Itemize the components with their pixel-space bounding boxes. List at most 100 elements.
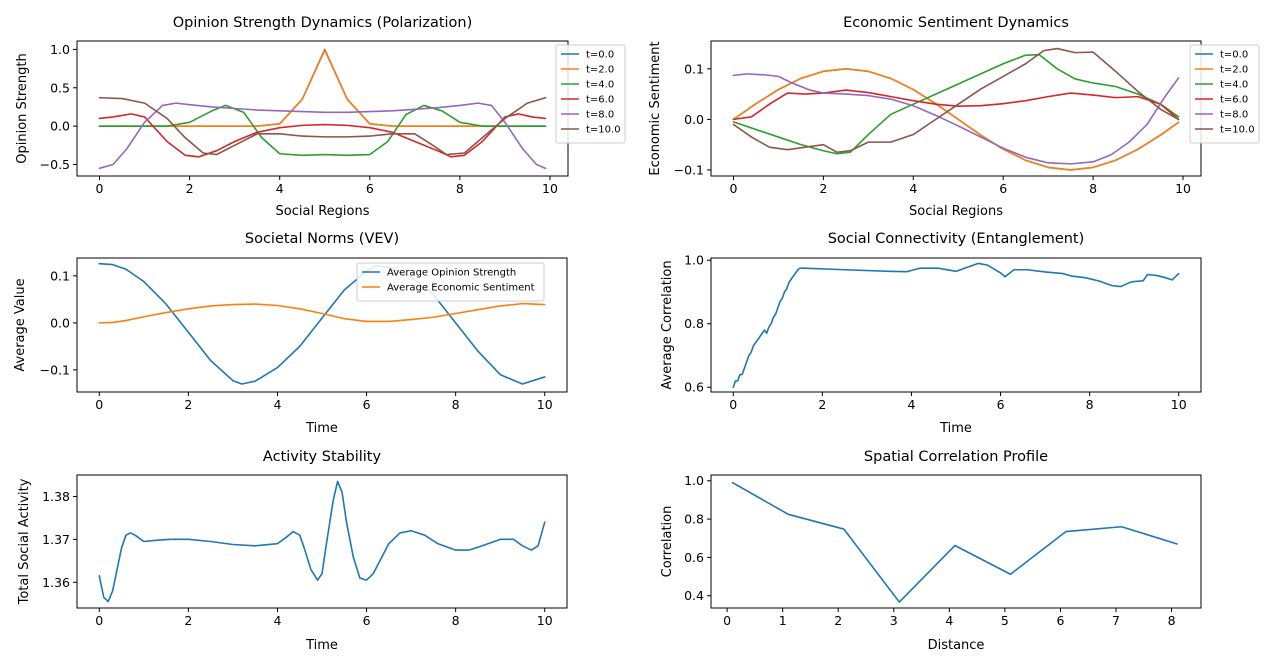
y-tick-label: 0.6 xyxy=(684,380,704,395)
y-tick-label: 0.8 xyxy=(684,316,704,331)
x-tick-label: 0 xyxy=(96,181,104,196)
x-tick-label: 8 xyxy=(452,613,460,628)
y-tick-label: 0.5 xyxy=(50,80,70,95)
panel-social-connectivity: 0 2 4 6 8 10 0.6 0.8 1.0 Social Connectivity (En… xyxy=(660,231,1202,436)
chart-title: Spatial Correlation Profile xyxy=(864,449,1048,465)
economic-legend: t=0.0 t=2.0 t=4.0 t=6.0 t=8.0 t=10.0 xyxy=(1189,44,1260,144)
x-tick-label: 10 xyxy=(1175,181,1191,196)
activity-ticks: 0 2 4 6 8 10 1.36 1.37 1.38 xyxy=(42,489,553,628)
x-axis-label: Distance xyxy=(928,638,985,653)
series-line-t-8-0 xyxy=(98,102,547,170)
panel-opinion-strength: 0 2 4 6 8 10 −0.5 0.0 0.5 1.0 Opinion Strength Dy… xyxy=(15,15,626,219)
legend-entry: t=8.0 xyxy=(1220,110,1248,121)
series-line-0 xyxy=(731,481,1178,603)
y-axis-label: Correlation xyxy=(660,506,675,578)
x-axis-label: Social Regions xyxy=(909,204,1003,219)
spatial-series-group xyxy=(731,481,1178,603)
spatial-ticks: 0 1 2 3 4 5 6 7 8 0.4 0.6 0.8 1.0 xyxy=(684,473,1175,628)
opinion-legend: t=0.0 t=2.0 t=4.0 t=6.0 t=8.0 t=10.0 xyxy=(555,44,626,144)
vev-ticks: 0 2 4 6 8 10 −0.1 0.0 0.1 xyxy=(40,268,553,412)
economic-series-group xyxy=(732,47,1180,171)
connectivity-series-group xyxy=(732,262,1180,389)
y-axis-label: Economic Sentiment xyxy=(648,41,663,175)
legend-entry: Average Opinion Strength xyxy=(387,268,516,279)
legend-entry: t=6.0 xyxy=(586,95,614,106)
plot-frame xyxy=(710,474,1202,609)
x-tick-label: 1 xyxy=(779,613,787,628)
panel-activity-stability: 0 2 4 6 8 10 1.36 1.37 1.38 Activity Stability T… xyxy=(17,449,568,653)
y-axis-label: Total Social Activity xyxy=(17,478,32,605)
legend-entry: t=0.0 xyxy=(1220,50,1248,61)
legend-entry: t=2.0 xyxy=(1220,65,1248,76)
x-tick-label: 7 xyxy=(1112,613,1120,628)
economic-ticks: 0 2 4 6 8 10 −0.1 0.0 0.1 xyxy=(674,61,1191,196)
series-line-t-8-0 xyxy=(732,73,1180,165)
chart-title: Opinion Strength Dynamics (Polarization) xyxy=(173,15,473,31)
series-line-average-economic-sentiment xyxy=(98,302,546,324)
opinion-ticks: 0 2 4 6 8 10 −0.5 0.0 0.5 1.0 xyxy=(40,42,558,196)
legend-entry: t=0.0 xyxy=(586,50,614,61)
y-tick-label: 1.38 xyxy=(42,489,70,504)
x-axis-label: Time xyxy=(939,421,972,436)
plot-frame xyxy=(710,40,1202,177)
x-axis-label: Time xyxy=(305,421,338,436)
legend-entry: t=8.0 xyxy=(586,110,614,121)
x-tick-label: 8 xyxy=(452,397,460,412)
series-line-t-0-0 xyxy=(98,48,547,127)
x-tick-label: 4 xyxy=(273,613,281,628)
x-tick-label: 10 xyxy=(542,181,558,196)
x-tick-label: 2 xyxy=(184,397,192,412)
x-tick-label: 10 xyxy=(537,397,553,412)
y-tick-label: 1.36 xyxy=(42,575,70,590)
legend-box xyxy=(356,262,545,302)
series-line-t-10-0 xyxy=(98,96,547,156)
y-axis-label: Opinion Strength xyxy=(15,53,30,164)
x-tick-label: 6 xyxy=(999,181,1007,196)
x-tick-label: 5 xyxy=(1001,613,1009,628)
chart-title: Social Connectivity (Entanglement) xyxy=(828,231,1085,247)
plot-frame xyxy=(76,474,568,609)
legend-entry: t=6.0 xyxy=(1220,95,1248,106)
x-tick-label: 6 xyxy=(363,613,371,628)
x-tick-label: 8 xyxy=(1168,613,1176,628)
y-tick-label: 0.1 xyxy=(684,61,704,76)
x-tick-label: 4 xyxy=(907,397,915,412)
x-tick-label: 6 xyxy=(366,181,374,196)
y-tick-label: −0.1 xyxy=(40,362,70,377)
x-tick-label: 6 xyxy=(363,397,371,412)
chart-title: Societal Norms (VEV) xyxy=(245,231,399,247)
y-tick-label: 1.0 xyxy=(684,253,704,268)
legend-entry: t=2.0 xyxy=(586,65,614,76)
y-axis-label: Average Value xyxy=(13,278,28,371)
x-tick-label: 10 xyxy=(537,613,553,628)
series-line-0 xyxy=(98,480,546,603)
legend-entry: t=4.0 xyxy=(1220,80,1248,91)
y-tick-label: 0.0 xyxy=(684,112,704,127)
x-tick-label: 10 xyxy=(1171,397,1187,412)
panel-spatial-correlation: 0 1 2 3 4 5 6 7 8 0.4 0.6 0.8 1.0 Spatial Correlatio… xyxy=(660,449,1202,653)
y-tick-label: 1.0 xyxy=(50,42,70,57)
series-line-t-2-0 xyxy=(98,49,547,127)
chart-title: Economic Sentiment Dynamics xyxy=(843,15,1069,31)
y-tick-label: −0.1 xyxy=(674,162,704,177)
y-tick-label: 0.6 xyxy=(684,550,704,565)
x-tick-label: 0 xyxy=(95,397,103,412)
y-tick-label: 1.37 xyxy=(42,532,70,547)
x-tick-label: 6 xyxy=(997,397,1005,412)
x-tick-label: 4 xyxy=(276,181,284,196)
chart-title: Activity Stability xyxy=(263,449,382,465)
x-tick-label: 3 xyxy=(890,613,898,628)
plot-frame xyxy=(76,257,568,393)
series-line-average-opinion-strength xyxy=(98,262,546,385)
x-tick-label: 2 xyxy=(184,613,192,628)
y-axis-label: Average Correlation xyxy=(660,260,675,389)
vev-series-group xyxy=(98,262,546,385)
legend-entry: Average Economic Sentiment xyxy=(387,283,535,294)
series-line-t-2-0 xyxy=(732,68,1180,171)
y-tick-label: 0.4 xyxy=(684,588,704,603)
x-tick-label: 4 xyxy=(945,613,953,628)
x-tick-label: 0 xyxy=(723,613,731,628)
x-tick-label: 0 xyxy=(729,397,737,412)
series-line-t-4-0 xyxy=(98,104,547,157)
